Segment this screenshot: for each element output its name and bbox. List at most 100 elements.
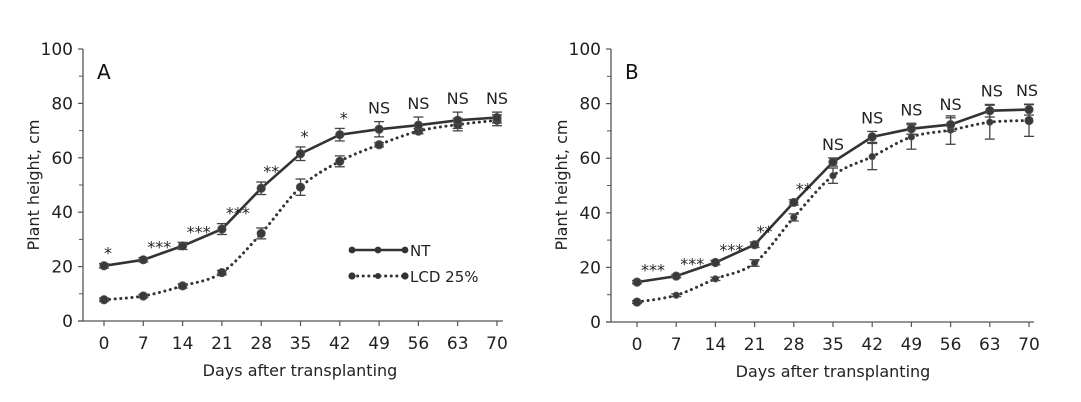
significance-label: *** bbox=[187, 222, 211, 241]
significance-label: * bbox=[340, 108, 348, 127]
data-point-lcd bbox=[374, 140, 384, 150]
y-tick-label: 0 bbox=[590, 313, 601, 333]
data-point-lcd bbox=[632, 297, 642, 307]
x-tick-label: 0 bbox=[99, 334, 110, 354]
data-point-lcd bbox=[335, 156, 345, 166]
data-point-lcd bbox=[672, 291, 680, 299]
significance-label: NS bbox=[407, 94, 429, 113]
legend-label-nt: NT bbox=[410, 242, 431, 260]
legend: NT LCD 25% bbox=[348, 242, 479, 286]
panel-a: A Days after transplanting Plant height,… bbox=[24, 40, 508, 380]
significance-label: ** bbox=[796, 180, 812, 199]
x-tick-label: 49 bbox=[901, 335, 923, 355]
data-point-nt bbox=[671, 271, 681, 281]
data-point-nt bbox=[413, 120, 423, 130]
data-point-lcd bbox=[711, 275, 720, 283]
x-tick-label: 63 bbox=[447, 334, 469, 354]
data-point-nt bbox=[710, 257, 721, 268]
y-tick-label: 60 bbox=[51, 149, 73, 169]
data-point-nt bbox=[1024, 105, 1034, 115]
significance-label: *** bbox=[147, 238, 171, 257]
data-point-nt bbox=[789, 197, 799, 208]
data-point-lcd bbox=[217, 267, 227, 278]
data-point-lcd bbox=[1024, 115, 1034, 126]
panel-label-a: A bbox=[97, 60, 111, 84]
data-point-lcd bbox=[986, 118, 994, 126]
x-tick-label: 28 bbox=[783, 335, 805, 355]
legend-marker-nt bbox=[348, 246, 356, 254]
x-tick-label: 70 bbox=[1018, 335, 1040, 355]
y-tick-label: 100 bbox=[569, 40, 601, 60]
data-point-nt bbox=[632, 277, 642, 287]
significance-label: NS bbox=[1016, 81, 1038, 100]
y-tick-label: 20 bbox=[579, 258, 601, 278]
data-point-nt bbox=[749, 240, 760, 250]
significance-label: NS bbox=[447, 89, 469, 108]
y-tick-label: 40 bbox=[51, 203, 73, 223]
significance-label: *** bbox=[641, 261, 665, 280]
data-point-nt bbox=[178, 241, 188, 251]
data-point-nt bbox=[906, 124, 917, 134]
data-point-nt bbox=[295, 149, 306, 159]
data-point-nt bbox=[99, 261, 109, 271]
x-tick-label: 70 bbox=[486, 334, 508, 354]
x-tick-label: 63 bbox=[979, 335, 1001, 355]
x-tick-label: 21 bbox=[744, 335, 766, 355]
significance-label: NS bbox=[368, 99, 390, 118]
data-point-nt bbox=[256, 183, 266, 193]
panel-label-b: B bbox=[625, 60, 639, 84]
legend-marker-nt bbox=[374, 246, 382, 254]
data-point-nt bbox=[867, 132, 877, 142]
significance-label: NS bbox=[822, 135, 844, 154]
panel-b: B Days after transplanting Plant height,… bbox=[552, 40, 1040, 381]
data-point-nt bbox=[335, 130, 345, 140]
significance-label: *** bbox=[719, 240, 743, 259]
legend-marker-nt bbox=[401, 246, 409, 254]
significance-label: * bbox=[301, 127, 309, 146]
x-tick-label: 35 bbox=[822, 335, 844, 355]
significance-label: ** bbox=[263, 162, 279, 181]
significance-label: NS bbox=[940, 95, 962, 114]
data-point-lcd bbox=[829, 172, 837, 180]
data-point-nt bbox=[217, 224, 227, 234]
data-point-lcd bbox=[750, 259, 759, 267]
data-point-lcd bbox=[868, 152, 876, 161]
data-point-nt bbox=[828, 157, 838, 167]
legend-marker-lcd bbox=[348, 272, 356, 280]
y-axis-title-a: Plant height, cm bbox=[24, 120, 43, 251]
data-point-nt bbox=[374, 124, 384, 134]
x-tick-label: 14 bbox=[705, 335, 727, 355]
data-point-lcd bbox=[790, 213, 798, 222]
x-tick-label: 7 bbox=[671, 335, 682, 355]
x-tick-label: 14 bbox=[172, 334, 194, 354]
data-point-nt bbox=[138, 255, 148, 265]
data-point-nt bbox=[985, 106, 995, 116]
significance-label: *** bbox=[226, 204, 250, 223]
legend-marker-lcd bbox=[401, 272, 409, 280]
data-point-lcd bbox=[99, 295, 109, 305]
data-point-nt bbox=[492, 112, 502, 123]
series-line-lcd bbox=[102, 118, 499, 302]
significance-label: * bbox=[104, 244, 112, 263]
x-tick-label: 35 bbox=[290, 334, 312, 354]
y-tick-label: 0 bbox=[62, 312, 73, 332]
significance-label: NS bbox=[861, 108, 883, 127]
data-point-lcd bbox=[138, 291, 148, 301]
data-point-lcd bbox=[295, 182, 306, 192]
x-tick-label: 28 bbox=[250, 334, 272, 354]
x-tick-label: 42 bbox=[861, 335, 883, 355]
data-point-lcd bbox=[178, 281, 188, 291]
significance-label: NS bbox=[900, 100, 922, 119]
data-point-nt bbox=[453, 115, 463, 125]
data-point-lcd bbox=[256, 228, 266, 239]
y-axis-title-b: Plant height, cm bbox=[552, 120, 571, 251]
data-point-nt bbox=[945, 120, 956, 130]
x-tick-label: 56 bbox=[940, 335, 962, 355]
y-tick-label: 60 bbox=[579, 149, 601, 169]
x-axis-title-b: Days after transplanting bbox=[736, 362, 931, 381]
y-tick-label: 100 bbox=[41, 40, 73, 60]
y-tick-label: 80 bbox=[579, 95, 601, 115]
x-tick-label: 56 bbox=[408, 334, 430, 354]
significance-label: NS bbox=[981, 81, 1003, 100]
